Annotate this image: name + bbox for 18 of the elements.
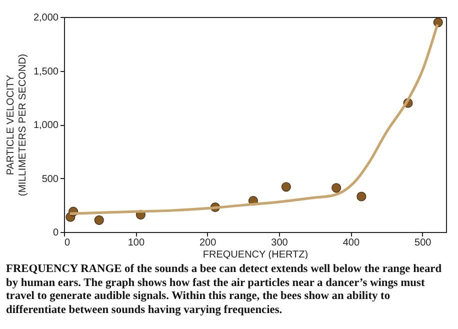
point xyxy=(94,215,104,225)
x-tick-label: 0 xyxy=(64,238,70,248)
point xyxy=(281,182,291,192)
x-tick-label: 400 xyxy=(342,238,360,248)
y-tick-label: 1,000 xyxy=(33,120,59,131)
x-tick-label: 100 xyxy=(128,238,145,248)
y-tick-label: 0 xyxy=(52,228,59,238)
x-tick-label: 500 xyxy=(414,238,432,248)
point xyxy=(356,192,366,202)
x-tick-label: 200 xyxy=(199,238,217,248)
point xyxy=(332,183,342,193)
y-tick-label: 500 xyxy=(42,174,59,185)
x-tick-label: 300 xyxy=(271,238,288,248)
text: FREQUENCY RANGE of the sounds a bee can detect extends well below the range heard by human ears. The graph shows how fast the air particles near a dancer’s wings must travel to generate audible signals. Within this range, the bees show an ability to differentiate between sounds having varying frequencies. xyxy=(6,263,443,318)
point xyxy=(433,18,443,28)
y-tick-label: 1,500 xyxy=(33,66,59,78)
y-axis-title: PARTICLE VELOCITY (MILLIMETERS PER SECOND) xyxy=(5,54,28,196)
y-tick-label: 2,000 xyxy=(33,12,59,24)
